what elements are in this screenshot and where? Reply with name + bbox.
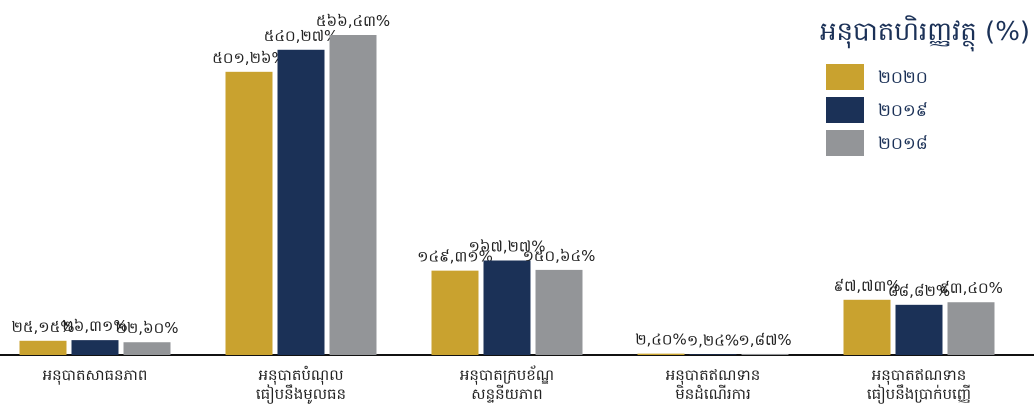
x-tick-label: អនុបាតក្របខ័ណ្ឌ សន្ទនីយភាព (459, 366, 555, 403)
data-label: ៩៣,៤០% (939, 279, 1003, 297)
legend-swatch (826, 130, 864, 156)
bar (947, 302, 995, 355)
bar (483, 260, 531, 355)
legend-label: ២០១៨ (878, 134, 928, 154)
bar (225, 71, 273, 355)
bar (895, 304, 943, 355)
data-label: ២៦,៣១% (62, 317, 127, 335)
bar (431, 270, 479, 355)
data-label: ៥៦៦,៤៣% (316, 12, 390, 30)
bar (329, 35, 377, 355)
bar (843, 299, 891, 355)
legend-label: ២០២០ (878, 68, 928, 88)
data-label: ១៦៧,២៧% (469, 238, 546, 256)
data-label: ៨៨,៨២% (888, 282, 950, 300)
data-label: ១៥០,៦៤% (523, 247, 596, 265)
legend-swatch (826, 64, 864, 90)
data-label: ៥៤០,២៧% (264, 27, 339, 45)
chart-title: អនុបាតហិរញ្ញវត្ថុ (%) (820, 15, 1030, 52)
bar (19, 340, 67, 355)
data-label: ២,៤០% (635, 331, 687, 349)
data-label: ១,២៤% (687, 331, 739, 349)
bar (71, 340, 119, 355)
data-label: ៩៧,៧៣% (833, 277, 900, 295)
bar (277, 49, 325, 356)
legend-swatch (826, 97, 864, 123)
data-label: ១៤៩,៣១% (417, 248, 493, 266)
bar (637, 353, 685, 355)
x-tick-label: អនុបាតឥណទាន ធៀបនឹងប្រាក់បញ្ញើ (866, 366, 972, 403)
bar (689, 354, 737, 355)
data-label: ៥០១,២៦% (212, 49, 286, 67)
legend-label: ២០១៩ (878, 101, 928, 121)
bar (741, 353, 789, 355)
bar (535, 269, 583, 355)
data-label: ២២,៦០% (116, 319, 179, 337)
bar (123, 342, 171, 355)
x-tick-label: អនុបាតបំណុល ធៀបនឹងមូលធន (255, 366, 347, 403)
data-label: ២៥,១៥% (12, 318, 75, 336)
x-tick-label: អនុបាតសាធនភាព (42, 366, 148, 384)
data-label: ១,៨៧% (738, 331, 791, 349)
x-tick-label: អនុបាតឥណទាន មិនដំណើរការ (665, 366, 761, 403)
